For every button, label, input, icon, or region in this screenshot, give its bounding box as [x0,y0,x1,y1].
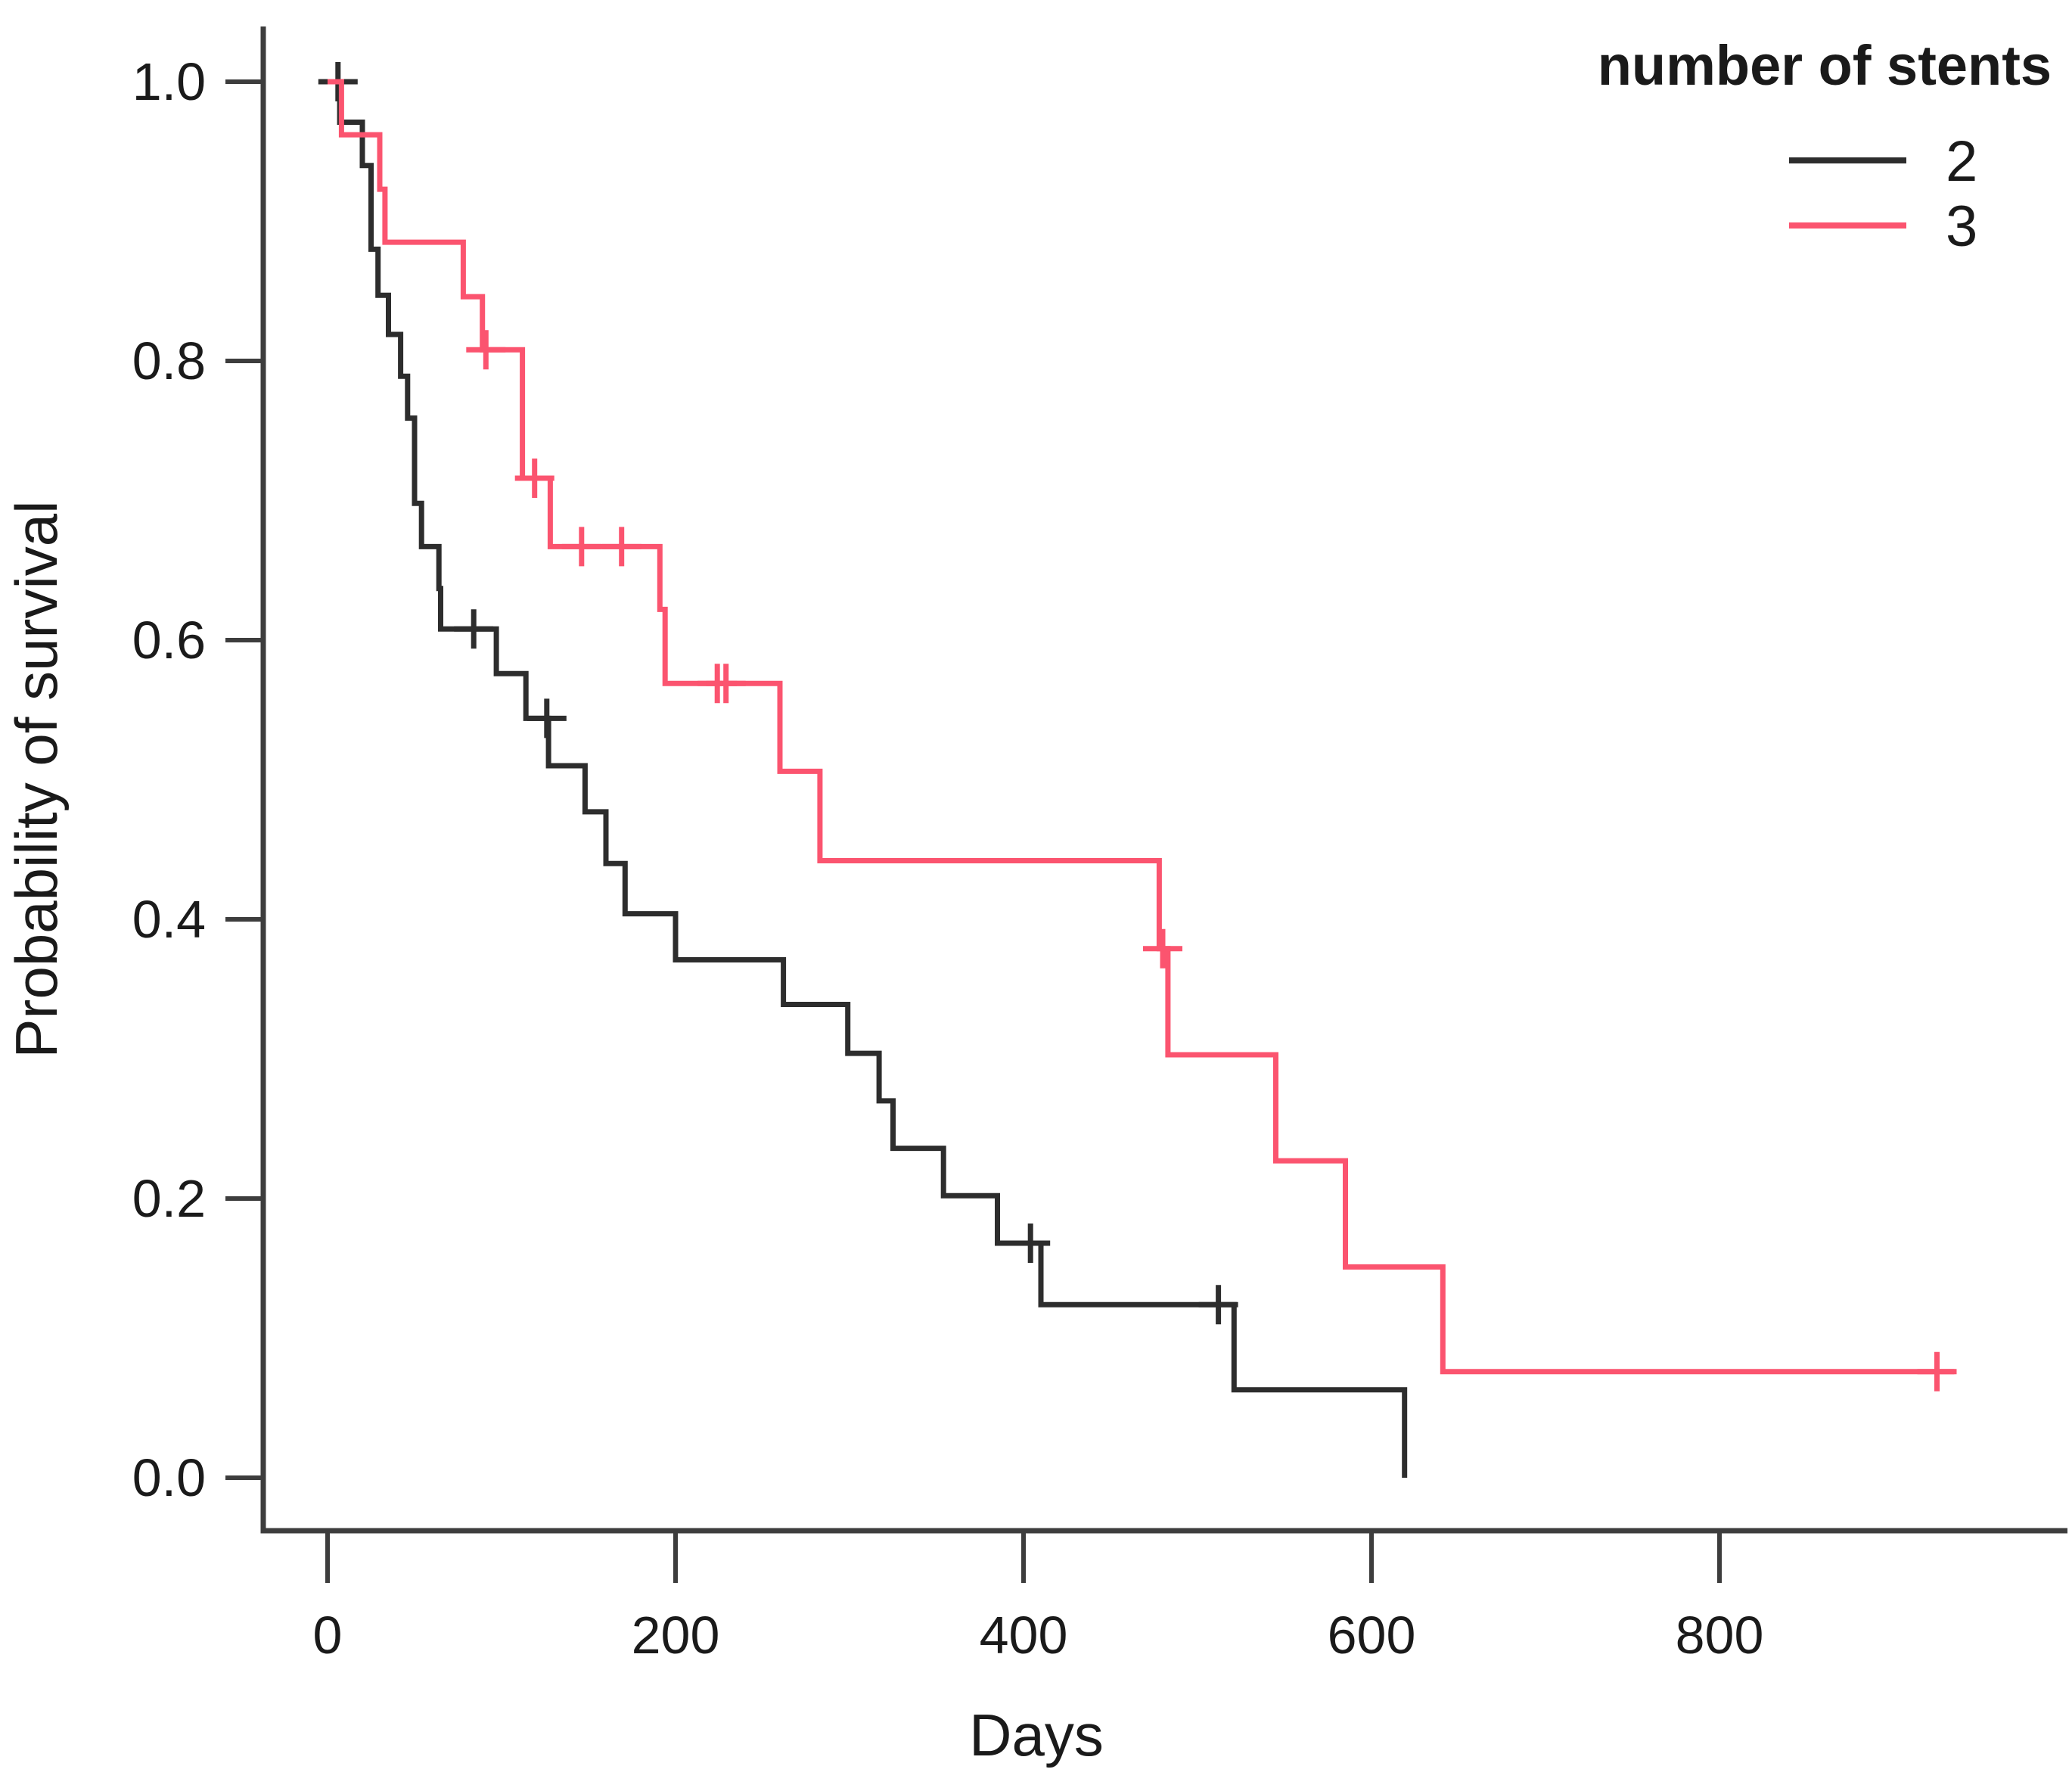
survival-curves [318,62,1957,1478]
censor-mark [1011,1224,1051,1264]
censor-mark [706,664,746,704]
censor-mark [561,527,601,567]
x-tick-label: 0 [313,1606,343,1665]
y-tick-label: 0.8 [132,331,206,390]
censor-mark [1917,1351,1957,1391]
censor-mark [1198,1285,1238,1325]
y-tick-label: 0.0 [132,1448,206,1507]
censor-mark [601,527,641,567]
censor-mark [454,609,494,649]
y-tick-label: 1.0 [132,52,206,111]
km-curve-2 [328,79,1408,1478]
x-axis-title: Days [969,1702,1104,1768]
x-tick-label: 800 [1676,1606,1764,1665]
legend-title: number of stents [1598,34,2052,97]
x-tick-label: 200 [632,1606,720,1665]
legend: number of stents 2 3 [1598,34,2052,259]
legend-label-3: 3 [1946,194,1977,259]
x-tick-label: 600 [1328,1606,1416,1665]
censor-mark [1143,928,1182,969]
legend-label-2: 2 [1946,129,1977,194]
axis-frame [260,26,2067,1534]
censor-mark [466,330,506,370]
censor-mark [514,458,555,498]
y-tick-label: 0.4 [132,890,206,949]
km-curve-3 [328,79,1955,1375]
x-axis-ticks: 0 200 400 600 800 [313,1531,1764,1665]
km-series-2 [318,62,1408,1478]
y-axis-title: Probability of survival [3,501,70,1059]
y-axis-ticks: 1.0 0.8 0.6 0.4 0.2 0.0 [132,52,263,1507]
y-tick-label: 0.2 [132,1169,206,1228]
x-tick-label: 400 [980,1606,1068,1665]
km-series-3 [328,79,1957,1391]
y-tick-label: 0.6 [132,611,206,670]
censor-mark [527,698,567,738]
